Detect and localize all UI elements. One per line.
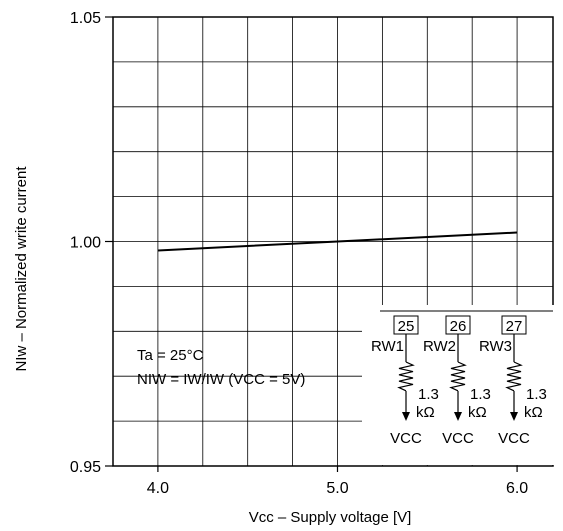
resistor-label: RW2	[423, 338, 456, 355]
series	[157, 231, 518, 252]
arrow-down-icon	[454, 412, 462, 421]
supply-label: VCC	[442, 430, 474, 447]
resistor-symbol	[397, 361, 415, 392]
resistor-value: 1.3	[526, 386, 547, 403]
resistor-unit: kΩ	[524, 404, 543, 421]
y-tick-label: 1.00	[70, 235, 101, 252]
x-tick-label: 5.0	[326, 480, 348, 497]
x-ticks: 4.0 5.0 6.0	[147, 466, 528, 497]
supply-label: VCC	[498, 430, 530, 447]
arrow-down-icon	[510, 412, 518, 421]
condition-temperature: Ta = 25°C	[137, 347, 204, 364]
resistor-symbol	[505, 361, 523, 392]
y-tick-label: 0.95	[70, 459, 101, 476]
condition-normalization: NIW = IW/IW (VCC = 5V)	[137, 371, 305, 388]
y-ticks: 0.95 1.00 1.05	[70, 10, 113, 476]
resistor-label: RW1	[371, 338, 404, 355]
x-axis-label: Vcc – Supply voltage [V]	[249, 509, 412, 526]
arrow-down-icon	[402, 412, 410, 421]
resistor-unit: kΩ	[468, 404, 487, 421]
condition-annotation: Ta = 25°C NIW = IW/IW (VCC = 5V)	[137, 347, 305, 388]
pin-number: 27	[506, 318, 523, 335]
resistor-value: 1.3	[470, 386, 491, 403]
x-tick-label: 6.0	[506, 480, 528, 497]
resistor-label: RW3	[479, 338, 512, 355]
pin-number: 26	[450, 318, 467, 335]
pin-number: 25	[398, 318, 415, 335]
y-tick-label: 1.05	[70, 10, 101, 27]
resistor-value: 1.3	[418, 386, 439, 403]
resistor-unit: kΩ	[416, 404, 435, 421]
x-tick-label: 4.0	[147, 480, 169, 497]
supply-label: VCC	[390, 430, 422, 447]
series-line	[157, 231, 518, 252]
resistor-symbol	[449, 361, 467, 392]
y-axis-label: NIw – Normalized write current	[13, 166, 30, 372]
